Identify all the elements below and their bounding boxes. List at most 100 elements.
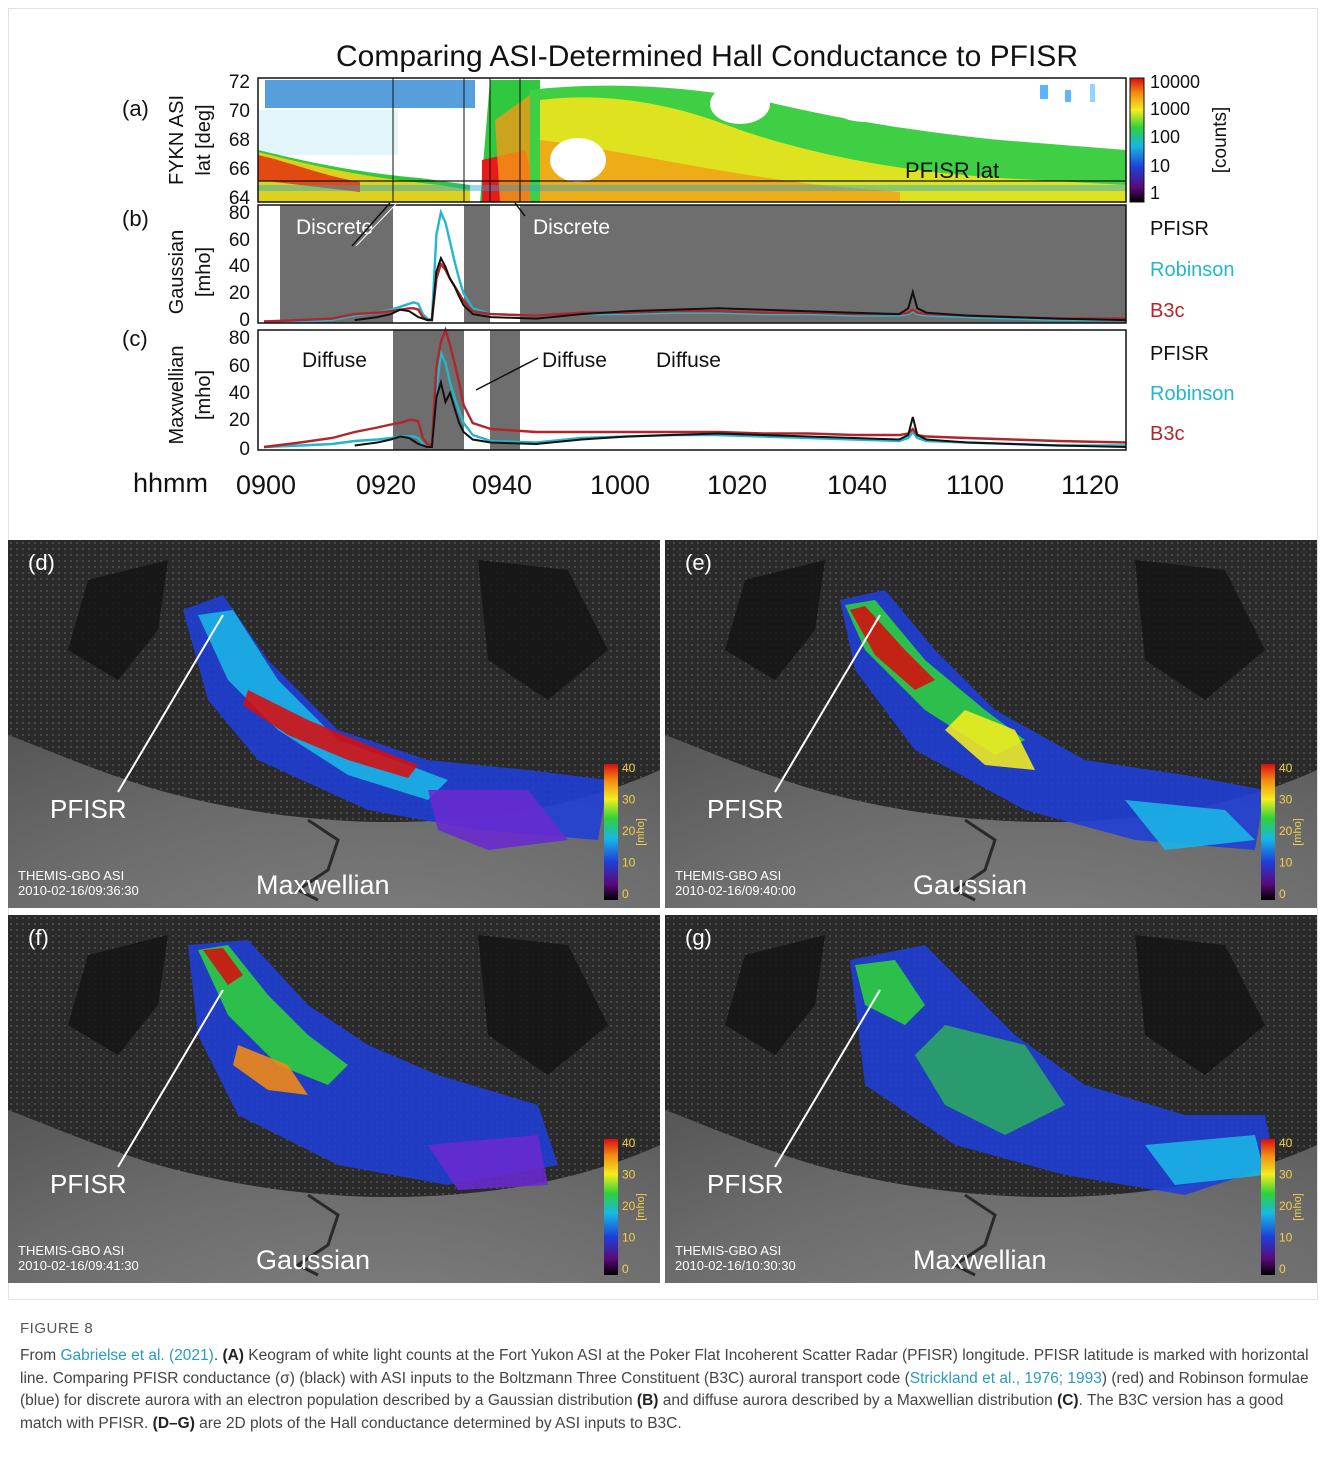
time-tick: 1040 [827,470,887,500]
legend-b3c: B3c [1150,423,1184,445]
caption-segment: From [20,1347,61,1364]
map-panel-label: (e) [685,550,712,575]
caption-segment: and diffuse aurora described by a Maxwel… [658,1392,1058,1409]
map-cb-tick: 10 [1279,1231,1293,1245]
map-panel-label: (g) [685,925,712,950]
map-cb-tick: 0 [1279,887,1286,901]
gaussian-panel: (b) Gaussian [mho] 80 60 40 20 0 Discret… [122,202,1235,331]
panel-c-ytick: 40 [229,383,250,404]
map-cb-tick: 20 [1279,1199,1293,1213]
keogram-cb-tick: 10 [1150,156,1170,176]
panel-b-ylabel2: [mho] [193,247,215,297]
panel-a-ytick: 64 [229,188,251,209]
panel-a-ytick: 68 [229,130,250,151]
panel-c-yticks: 80 60 40 20 0 [229,328,250,460]
panel-b-ylabel1: Gaussian [166,230,188,315]
pfisr-marker-label: PFISR [50,794,127,824]
citation-link[interactable]: Gabrielse et al. (2021) [60,1347,214,1364]
legend-robinson: Robinson [1150,383,1235,405]
keogram-colorbar [1129,77,1145,203]
map-source: THEMIS-GBO ASI [675,868,781,883]
map-source: THEMIS-GBO ASI [675,1243,781,1258]
panel-a-yticks: 72 70 68 66 64 [229,72,251,209]
figure-label: FIGURE 8 [20,1320,94,1337]
map-distribution-label: Maxwellian [256,870,390,900]
map-cb-tick: 30 [622,1168,636,1182]
keogram-colorbar-ticks: 10000 1000 100 10 1 [1150,72,1200,203]
caption-segment: ) (red) and Robinson formulae (blue) for… [20,1369,1309,1410]
legend-pfisr: PFISR [1150,343,1209,365]
panel-c-ytick: 80 [229,328,250,349]
map-panel: 40 30 20 10 0 [mho] (d) PFISR THEMIS-GBO ASI2010… [8,540,660,908]
legend-robinson: Robinson [1150,259,1235,281]
series-pfisr-line [354,255,1127,322]
panel-b-label: (b) [122,206,149,231]
panel-b-ytick: 0 [239,310,250,331]
map-cb-tick: 10 [1279,856,1293,870]
map-panel: 40 30 20 10 0 [mho] (g) PFISR THEMIS-GBO ASI2010… [665,915,1317,1283]
keogram-image [258,78,1126,202]
map-cb-tick: 40 [622,761,636,775]
panel-b-ytick: 60 [229,230,250,251]
discrete-annotation-right: Discrete [533,216,610,239]
map-cb-unit: [mho] [1292,818,1304,846]
map-cb-unit: [mho] [635,818,647,846]
legend-b3c: B3c [1150,300,1184,322]
discrete-shade [520,205,1126,323]
caption-segment: (C) [1057,1392,1079,1409]
panel-a-ytick: 66 [229,159,250,180]
map-cb-tick: 20 [622,1199,636,1213]
caption-segment: (B) [636,1392,659,1409]
time-tick: 1120 [1061,470,1119,500]
panel-b-ytick: 20 [229,283,250,304]
map-timestamp: 2010-02-16/10:30:30 [675,1258,796,1273]
map-distribution-label: Maxwellian [913,1245,1047,1275]
citation-link[interactable]: Strickland et al., 1976; 1993 [909,1369,1102,1387]
caption-segment: . [213,1347,223,1364]
time-axis-label: hhmm [133,468,208,498]
map-cb-tick: 30 [622,793,636,807]
series-b3c-line [263,326,1127,449]
map-panel-label: (f) [28,925,49,950]
panel-b-ytick: 40 [229,256,250,277]
pfisr-marker-label: PFISR [707,1169,784,1199]
panel-c-legend: PFISR Robinson B3c [1150,343,1235,445]
maxwellian-panel: (c) Maxwellian [mho] 80 60 40 20 0 Diffu… [122,326,1235,460]
panel-a-ytick: 70 [229,101,250,122]
keogram-cb-tick: 1 [1150,183,1160,203]
figure-title: Comparing ASI-Determined Hall Conductanc… [336,40,1078,73]
map-cb-tick: 40 [1279,1136,1293,1150]
map-cb-tick: 0 [622,887,629,901]
pfisr-marker-label: PFISR [707,794,784,824]
time-tick: 0920 [356,470,416,500]
map-cb-tick: 20 [1279,824,1293,838]
discrete-shade [280,205,393,323]
map-cb-tick: 40 [622,1136,636,1150]
panel-c-label: (c) [122,326,148,351]
panel-c-ytick: 0 [239,439,250,460]
map-cb-tick: 20 [622,824,636,838]
map-source: THEMIS-GBO ASI [18,1243,124,1258]
keogram-panel: (a) FYKN ASI lat [deg] 72 70 68 66 64 PF… [122,72,1231,209]
panel-a-ytick: 72 [229,72,250,93]
pfisr-marker-label: PFISR [50,1169,127,1199]
map-panel: 40 30 20 10 0 [mho] (f) PFISR THEMIS-GBO ASI2010… [8,915,660,1283]
caption-text: From Gabrielse et al. (2021). (A) Keogra… [20,1345,1310,1435]
panel-a-ylabel2: lat [deg] [193,104,215,175]
map-cb-tick: 10 [622,1231,636,1245]
panel-a-ylabel1: FYKN ASI [166,95,188,185]
panel-a-label: (a) [122,96,149,121]
diffuse-shade [490,330,520,450]
diffuse-annotation-mid: Diffuse [542,349,607,372]
map-cb-tick: 0 [622,1262,629,1276]
time-tick: 1020 [707,470,767,500]
time-tick: 1100 [946,470,1004,500]
map-distribution-label: Gaussian [256,1245,370,1275]
map-cb-tick: 30 [1279,1168,1293,1182]
map-panel-label: (d) [28,550,55,575]
caption-segment: (D–G) [152,1414,195,1432]
panel-c-ytick: 60 [229,356,250,377]
diffuse-annotation-left: Diffuse [302,349,367,372]
legend-pfisr: PFISR [1150,218,1209,240]
map-panel: 40 30 20 10 0 [mho] (e) PFISR THEMIS-GBO ASI2010… [665,540,1317,908]
